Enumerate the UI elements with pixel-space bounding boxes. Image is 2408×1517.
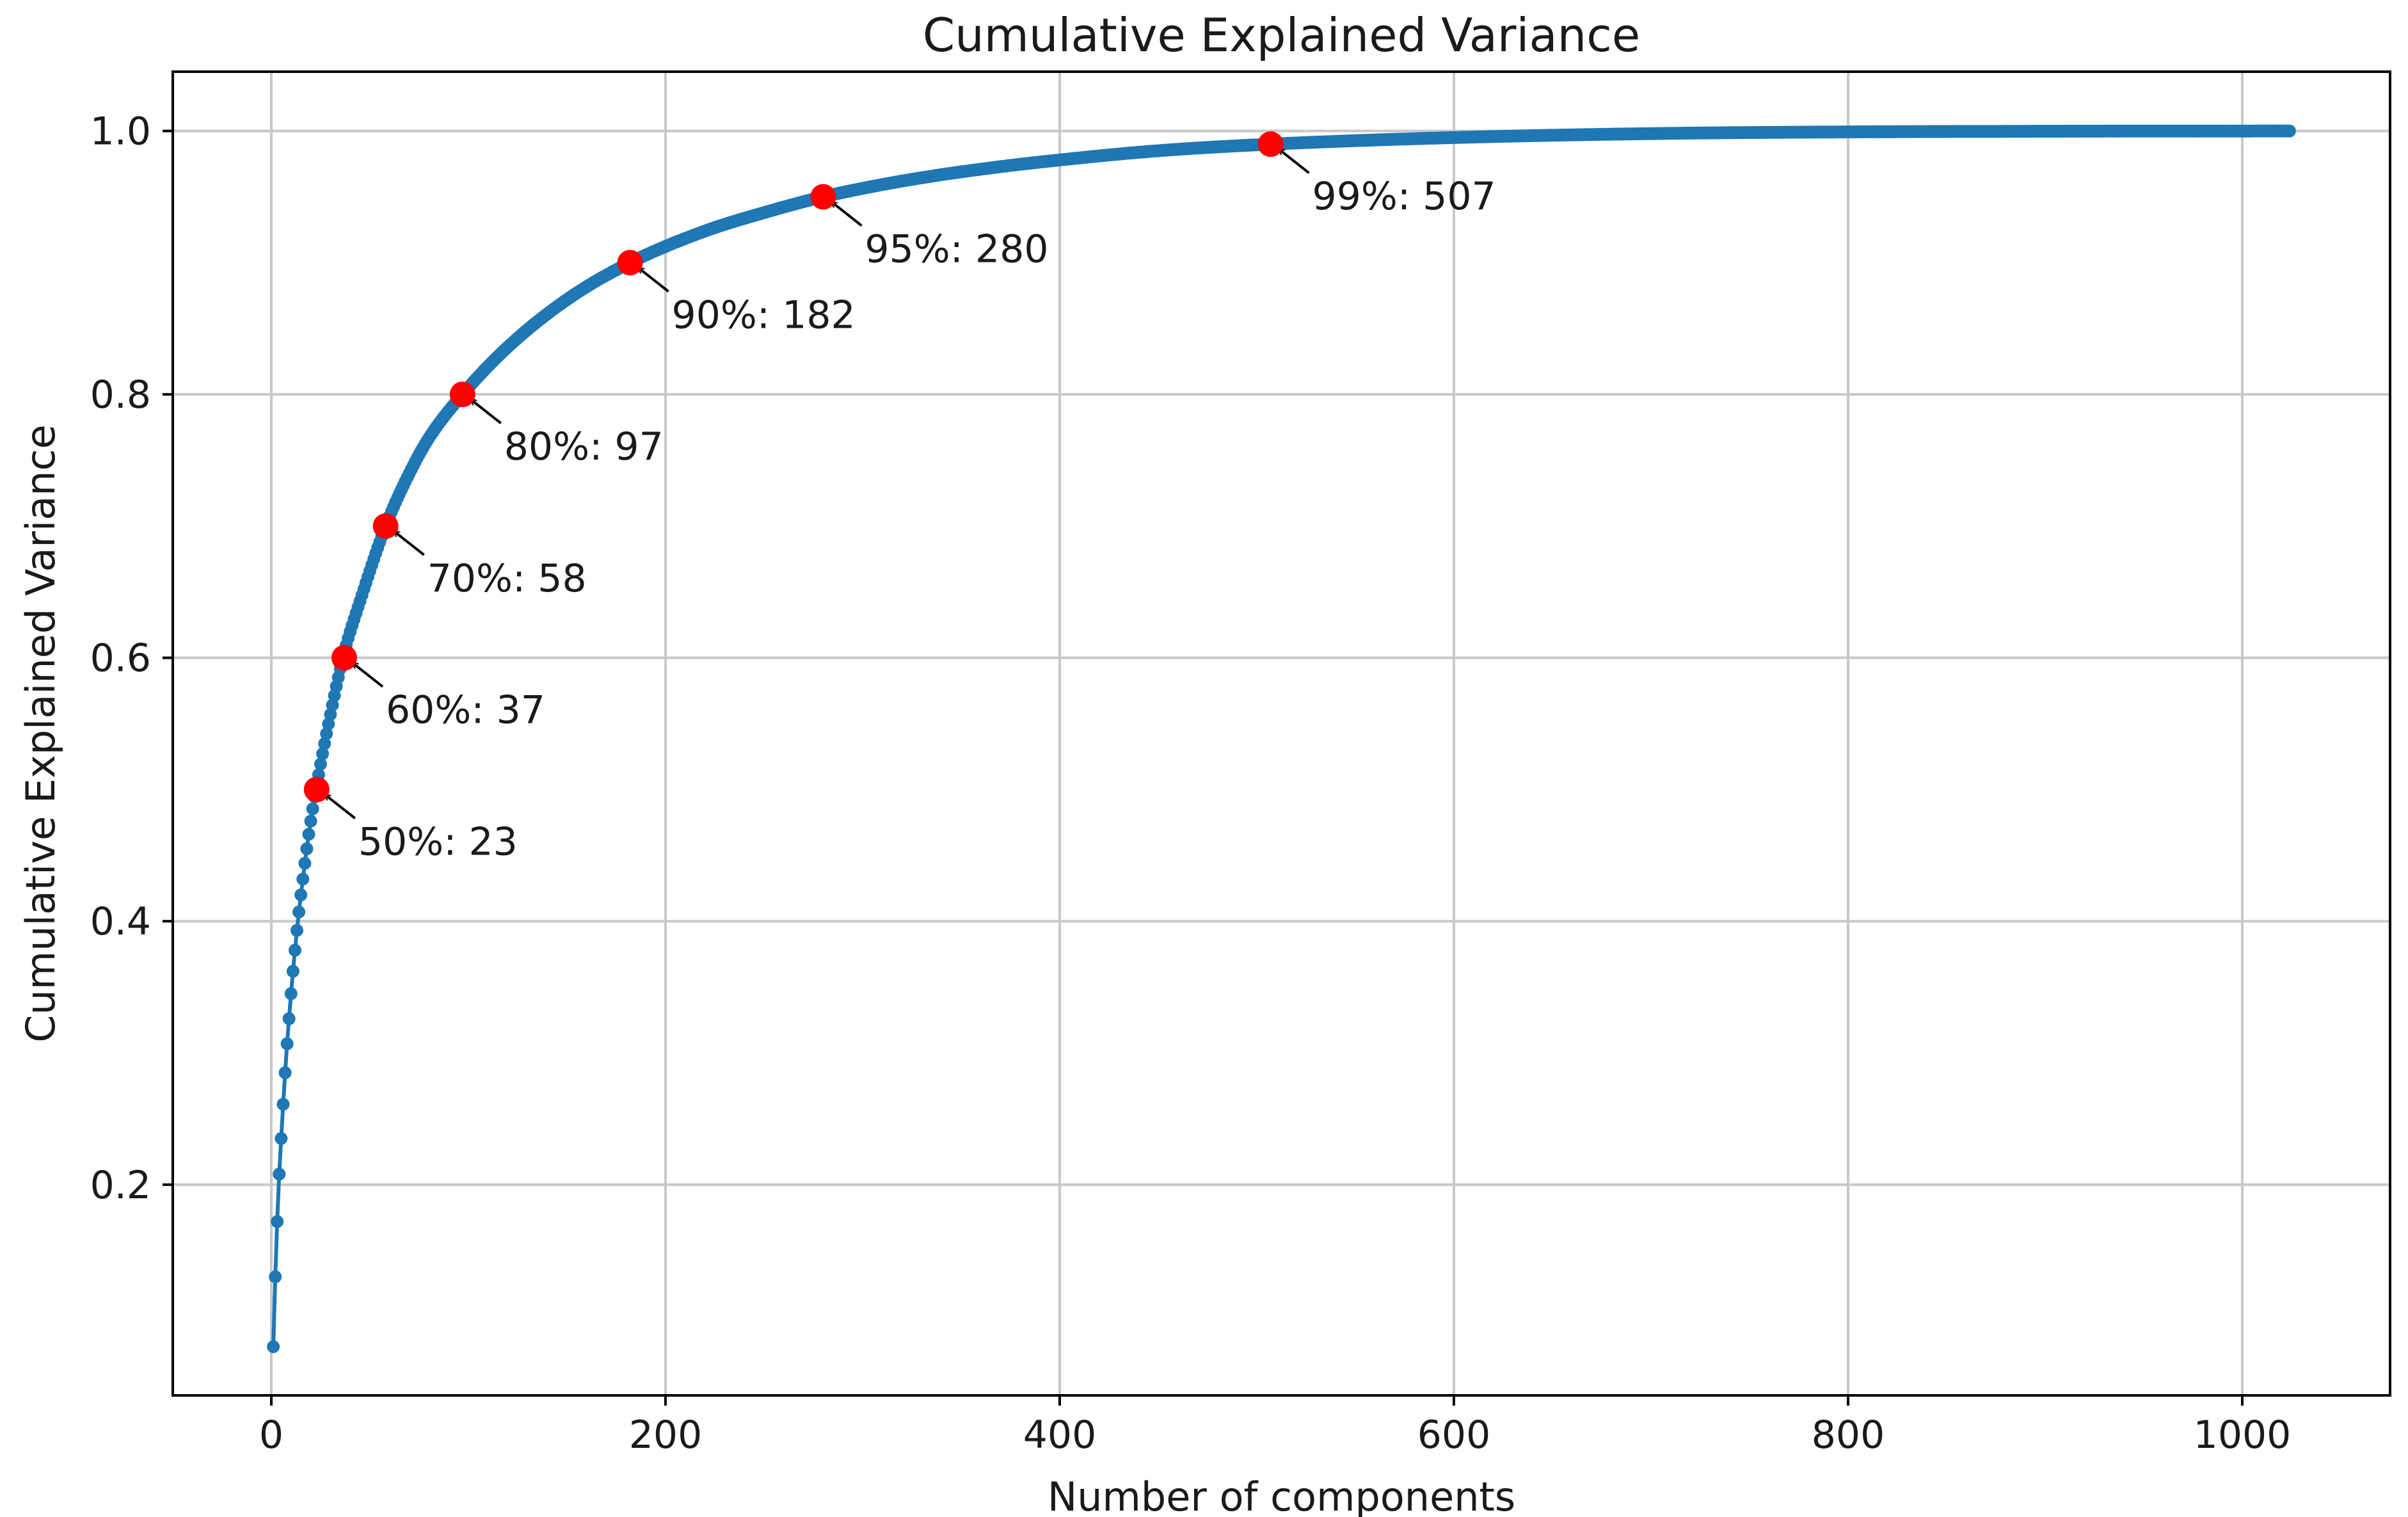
- x-tick-label: 400: [1023, 1413, 1097, 1457]
- variance-point: [273, 1168, 286, 1181]
- variance-point: [316, 747, 330, 760]
- variance-point: [278, 1066, 292, 1079]
- variance-point: [286, 965, 299, 978]
- threshold-arrow: [831, 202, 863, 227]
- y-tick-label: 0.6: [90, 636, 151, 681]
- variance-point: [267, 1340, 280, 1353]
- x-tick-label: 200: [629, 1413, 703, 1457]
- variance-point: [302, 828, 315, 841]
- y-tick-label: 1.0: [90, 109, 151, 154]
- data-series: [267, 124, 2296, 1353]
- variance-point: [275, 1132, 288, 1145]
- axis-ticks: 0 200 400 600 800 1000 0.2 0.4 0.6 0.8 1.0: [90, 109, 2292, 1457]
- grid-lines: [173, 72, 2390, 1395]
- threshold-marker: [331, 645, 357, 671]
- threshold-label: 80%: 97: [504, 424, 664, 469]
- variance-point: [284, 987, 298, 1000]
- threshold-marker: [1257, 131, 1284, 157]
- variance-point: [280, 1037, 294, 1050]
- y-tick-label: 0.2: [90, 1163, 151, 1208]
- threshold-annotations: 50%: 23 60%: 37 70%: 58 80%: 97 90%: 18295%:…: [303, 131, 1496, 864]
- threshold-label: 60%: 37: [386, 688, 545, 733]
- variance-point: [282, 1012, 296, 1025]
- variance-point: [271, 1215, 284, 1228]
- x-tick-label: 1000: [2194, 1413, 2292, 1457]
- threshold-marker: [449, 381, 475, 408]
- variance-point: [291, 924, 303, 937]
- variance-point: [294, 888, 308, 902]
- threshold-label: 50%: 23: [358, 819, 518, 864]
- variance-point: [269, 1270, 282, 1283]
- variance-point: [276, 1098, 290, 1111]
- variance-point: [306, 802, 319, 815]
- threshold-marker: [303, 776, 330, 803]
- plot-frame: [171, 70, 2391, 1397]
- threshold-marker: [810, 184, 836, 210]
- variance-point: [296, 872, 310, 886]
- variance-point: [320, 727, 333, 741]
- threshold-label: 99%: 507: [1312, 174, 1496, 219]
- variance-point: [2283, 124, 2296, 138]
- chart-title: Cumulative Explained Variance: [923, 8, 1640, 62]
- variance-point: [318, 737, 331, 750]
- x-tick-label: 800: [1812, 1413, 1885, 1457]
- threshold-arrow: [471, 399, 502, 424]
- y-axis-label: Cumulative Explained Variance: [17, 424, 64, 1043]
- variance-point: [298, 856, 312, 870]
- threshold-marker: [617, 250, 643, 276]
- variance-line: [271, 129, 2290, 1347]
- variance-point: [300, 842, 314, 855]
- y-tick-label: 0.8: [90, 373, 151, 417]
- y-tick-label: 0.4: [90, 899, 151, 944]
- x-tick-label: 0: [259, 1413, 283, 1457]
- x-tick-label: 600: [1417, 1413, 1491, 1457]
- threshold-arrow: [325, 794, 356, 820]
- threshold-arrow: [639, 268, 669, 293]
- variance-point: [304, 814, 317, 828]
- variance-point: [314, 757, 327, 771]
- threshold-marker: [372, 513, 399, 539]
- threshold-arrow: [1279, 149, 1310, 174]
- threshold-arrow: [353, 663, 384, 688]
- threshold-label: 70%: 58: [427, 556, 587, 601]
- variance-point: [289, 943, 301, 957]
- variance-point: [322, 718, 335, 731]
- threshold-label: 90%: 182: [672, 293, 856, 337]
- x-axis-label: Number of components: [1048, 1473, 1515, 1517]
- threshold-arrow: [394, 531, 425, 556]
- variance-point: [292, 905, 306, 919]
- threshold-label: 95%: 280: [865, 227, 1048, 271]
